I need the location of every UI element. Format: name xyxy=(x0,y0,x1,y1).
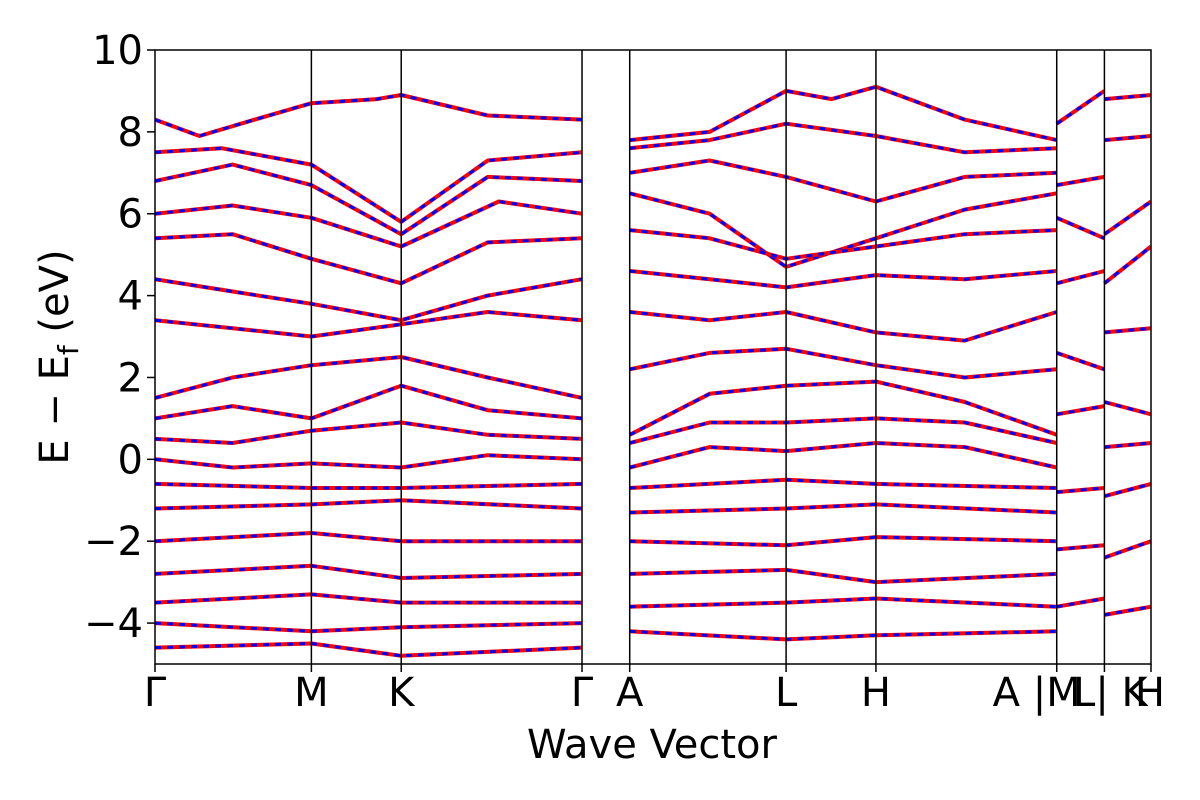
band-line-blue-dashed xyxy=(1104,93,1151,101)
x-tick-label: A |M xyxy=(993,670,1081,716)
band-line-blue-dashed xyxy=(1103,200,1151,236)
y-axis-title-unit: (eV) xyxy=(32,249,78,345)
band-line-blue-dashed xyxy=(155,482,583,490)
y-tick-label: 6 xyxy=(118,192,143,238)
x-tick-label: K xyxy=(388,670,416,716)
band-line-red xyxy=(155,420,583,445)
band-line-blue-dashed xyxy=(155,355,583,400)
band-line-blue-dashed xyxy=(629,310,1058,343)
band-line-blue-dashed xyxy=(155,232,583,285)
band-line-red xyxy=(155,355,583,400)
band-line-blue-dashed xyxy=(1056,597,1105,609)
band-line-blue-dashed xyxy=(155,453,583,470)
y-tick-label: 4 xyxy=(118,274,143,320)
y-tick-label: 0 xyxy=(118,437,143,483)
x-tick-label: L| K xyxy=(1073,670,1149,716)
x-tick-label: L xyxy=(775,670,798,716)
band-line-blue-dashed xyxy=(155,146,583,224)
band-line-blue-dashed xyxy=(629,228,1057,261)
band-line-red xyxy=(629,158,1057,204)
band-line-blue-dashed xyxy=(629,158,1057,204)
band-line-blue-dashed xyxy=(629,85,1058,142)
y-axis-title: E − Ef (eV) xyxy=(32,249,85,464)
band-line-red xyxy=(629,346,1057,380)
x-tick-label: H xyxy=(1135,670,1165,716)
band-line-blue-dashed xyxy=(155,277,583,322)
band-line-blue-dashed xyxy=(1104,134,1151,142)
high-symmetry-lines-group xyxy=(310,50,1106,664)
band-lines-group xyxy=(155,84,1151,658)
y-tick-label: −4 xyxy=(84,601,143,647)
band-line-blue-dashed xyxy=(155,592,582,605)
band-line-blue-dashed xyxy=(1056,269,1105,285)
band-line-blue-dashed xyxy=(629,478,1057,490)
band-line-blue-dashed xyxy=(1056,404,1105,416)
band-line-red xyxy=(629,310,1058,343)
band-line-blue-dashed xyxy=(629,122,1057,154)
band-line-blue-dashed xyxy=(1103,539,1151,560)
band-line-blue-dashed xyxy=(629,596,1057,609)
band-line-blue-dashed xyxy=(629,535,1057,547)
band-line-blue-dashed xyxy=(1055,89,1106,125)
band-line-blue-dashed xyxy=(629,629,1057,641)
band-line-blue-dashed xyxy=(155,93,583,138)
band-line-blue-dashed xyxy=(629,380,1058,437)
band-line-red xyxy=(629,416,1058,445)
x-tick-label: Γ xyxy=(571,670,594,716)
band-line-red xyxy=(155,162,583,237)
y-ticks-group: −4 −2 0 2 4 6 8 10 xyxy=(84,28,155,647)
band-line-blue-dashed xyxy=(1104,482,1151,498)
plot-frame xyxy=(154,49,1152,665)
band-line-blue-dashed xyxy=(155,531,582,543)
band-line-blue-dashed xyxy=(1104,605,1151,617)
band-line-blue-dashed xyxy=(1104,326,1151,334)
band-line-blue-dashed xyxy=(155,384,583,420)
y-axis-title-main: E − E xyxy=(32,355,78,465)
band-line-blue-dashed xyxy=(155,199,583,249)
band-line-red xyxy=(629,121,1057,155)
band-line-red xyxy=(629,191,1058,269)
band-line-blue-dashed xyxy=(1056,216,1105,240)
band-line-blue-dashed xyxy=(629,441,1058,469)
band-line-blue-dashed xyxy=(1104,400,1151,416)
band-line-blue-dashed xyxy=(1056,543,1105,551)
band-line-blue-dashed xyxy=(629,568,1057,584)
x-tick-label: M xyxy=(294,670,329,716)
y-tick-label: 8 xyxy=(118,110,143,156)
band-line-blue-dashed xyxy=(155,641,583,658)
x-axis-title: Wave Vector xyxy=(527,722,778,768)
band-line-blue-dashed xyxy=(1056,486,1105,494)
band-line-blue-dashed xyxy=(1056,175,1105,187)
y-tick-label: 2 xyxy=(118,355,143,401)
band-line-red xyxy=(155,232,583,286)
band-line-blue-dashed xyxy=(629,416,1058,445)
y-tick-label: 10 xyxy=(92,28,143,74)
y-tick-label: −2 xyxy=(84,519,143,565)
y-axis-title-subscript: f xyxy=(52,344,85,355)
band-line-blue-dashed xyxy=(155,498,583,510)
band-line-blue-dashed xyxy=(155,564,583,580)
band-line-blue-dashed xyxy=(629,502,1057,514)
band-line-blue-dashed xyxy=(629,269,1057,289)
x-tick-label: H xyxy=(861,670,891,716)
band-line-blue-dashed xyxy=(155,310,583,339)
band-line-blue-dashed xyxy=(155,621,583,633)
x-tick-label: Γ xyxy=(144,670,167,716)
band-line-blue-dashed xyxy=(155,420,583,445)
x-tick-label: A xyxy=(616,670,644,716)
band-line-blue-dashed xyxy=(1103,245,1151,285)
band-line-red xyxy=(629,269,1057,290)
band-line-red xyxy=(629,228,1057,261)
band-line-blue-dashed xyxy=(1104,441,1151,449)
band-line-blue-dashed xyxy=(1056,351,1105,371)
